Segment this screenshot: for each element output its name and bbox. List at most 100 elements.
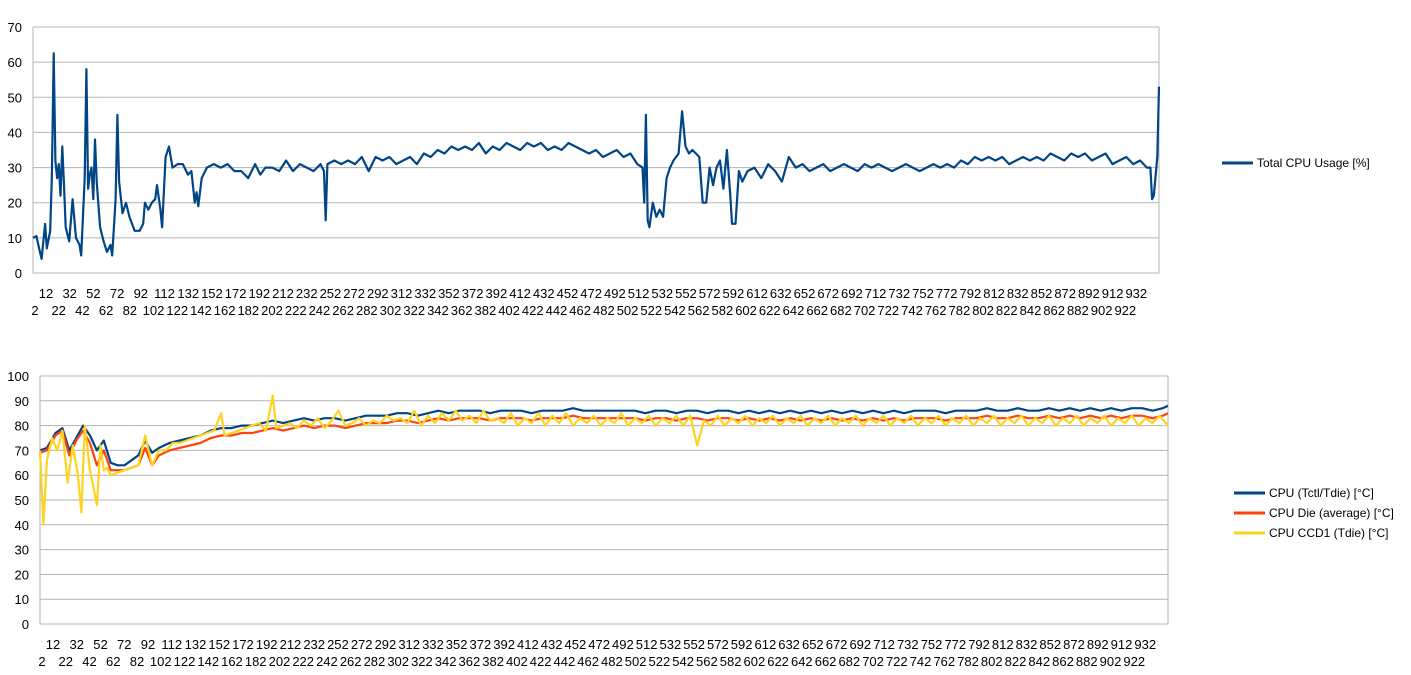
x-tick-label: 322: [411, 654, 433, 669]
x-tick-label: 362: [451, 303, 473, 318]
x-tick-label: 312: [398, 637, 420, 652]
y-tick-label: 100: [7, 369, 29, 384]
y-tick-label: 80: [15, 419, 29, 434]
x-tick-label: 492: [604, 286, 626, 301]
x-tick-label: 882: [1067, 303, 1089, 318]
x-tick-label: 442: [546, 303, 568, 318]
y-tick-label: 40: [15, 518, 29, 533]
x-tick-label: 292: [375, 637, 397, 652]
x-tick-label: 202: [269, 654, 291, 669]
x-tick-label: 682: [838, 654, 860, 669]
x-tick-label: 302: [380, 303, 402, 318]
x-tick-label: 702: [854, 303, 876, 318]
x-tick-label: 192: [256, 637, 278, 652]
x-tick-label: 242: [316, 654, 338, 669]
x-tick-label: 412: [509, 286, 531, 301]
x-tick-label: 212: [272, 286, 294, 301]
x-tick-label: 392: [493, 637, 515, 652]
x-tick-label: 472: [580, 286, 602, 301]
x-tick-label: 912: [1111, 637, 1133, 652]
x-tick-label: 452: [557, 286, 579, 301]
x-tick-label: 72: [117, 637, 131, 652]
x-tick-label: 112: [154, 286, 175, 301]
x-tick-label: 332: [414, 286, 436, 301]
x-tick-label: 272: [351, 637, 373, 652]
x-tick-label: 422: [530, 654, 552, 669]
x-tick-label: 652: [802, 637, 824, 652]
y-tick-label: 20: [15, 567, 29, 582]
x-tick-label: 662: [806, 303, 828, 318]
x-tick-label: 162: [214, 303, 236, 318]
x-tick-label: 912: [1102, 286, 1124, 301]
x-tick-label: 92: [134, 286, 148, 301]
x-tick-label: 202: [261, 303, 283, 318]
x-tick-label: 342: [435, 654, 457, 669]
y-tick-label: 50: [15, 493, 29, 508]
x-tick-label: 742: [901, 303, 923, 318]
x-tick-label: 932: [1125, 286, 1147, 301]
x-tick-label: 352: [438, 286, 460, 301]
x-tick-label: 332: [422, 637, 444, 652]
x-tick-label: 602: [735, 303, 757, 318]
x-tick-label: 52: [86, 286, 100, 301]
x-tick-label: 752: [921, 637, 943, 652]
x-tick-label: 522: [649, 654, 671, 669]
x-tick-label: 552: [683, 637, 705, 652]
x-tick-label: 812: [983, 286, 1005, 301]
x-tick-label: 462: [569, 303, 591, 318]
y-tick-label: 70: [15, 443, 29, 458]
series-line-2: [39, 412, 1169, 472]
legend-label: CPU CCD1 (Tdie) [°C]: [1269, 526, 1388, 540]
series-line-1: [39, 404, 1169, 467]
x-tick-label: 122: [174, 654, 196, 669]
x-tick-label: 352: [446, 637, 468, 652]
x-tick-label: 632: [770, 286, 792, 301]
x-tick-label: 592: [723, 286, 745, 301]
x-tick-label: 712: [865, 286, 887, 301]
y-tick-label: 30: [15, 543, 29, 558]
x-tick-label: 262: [332, 303, 354, 318]
x-tick-label: 372: [462, 286, 484, 301]
x-tick-label: 182: [245, 654, 267, 669]
x-tick-label: 842: [1020, 303, 1042, 318]
x-tick-label: 512: [636, 637, 658, 652]
x-tick-label: 602: [743, 654, 765, 669]
x-tick-label: 402: [498, 303, 520, 318]
x-tick-label: 132: [185, 637, 207, 652]
x-tick-label: 42: [75, 303, 89, 318]
x-tick-label: 262: [340, 654, 362, 669]
x-tick-label: 852: [1031, 286, 1053, 301]
x-tick-label: 412: [517, 637, 539, 652]
x-tick-label: 862: [1052, 654, 1074, 669]
x-tick-label: 322: [403, 303, 425, 318]
x-tick-label: 282: [356, 303, 378, 318]
series-line-1: [32, 52, 1161, 260]
x-tick-label: 542: [672, 654, 694, 669]
x-tick-label: 252: [320, 286, 342, 301]
x-tick-label: 142: [197, 654, 219, 669]
x-tick-label: 822: [996, 303, 1018, 318]
x-tick-label: 12: [46, 637, 60, 652]
x-tick-label: 612: [746, 286, 768, 301]
x-tick-label: 832: [1007, 286, 1029, 301]
x-tick-label: 82: [123, 303, 137, 318]
x-tick-label: 92: [141, 637, 155, 652]
x-tick-label: 782: [957, 654, 979, 669]
x-tick-label: 592: [731, 637, 753, 652]
x-tick-label: 882: [1076, 654, 1098, 669]
x-tick-label: 822: [1005, 654, 1027, 669]
x-tick-label: 562: [688, 303, 710, 318]
x-tick-label: 802: [972, 303, 994, 318]
x-tick-label: 22: [51, 303, 65, 318]
x-tick-label: 642: [791, 654, 813, 669]
x-tick-label: 552: [675, 286, 697, 301]
x-tick-label: 222: [285, 303, 307, 318]
x-tick-label: 542: [664, 303, 686, 318]
x-tick-label: 902: [1091, 303, 1113, 318]
x-tick-label: 842: [1028, 654, 1050, 669]
legend-label: CPU Die (average) [°C]: [1269, 506, 1394, 520]
x-tick-label: 732: [897, 637, 919, 652]
x-tick-label: 622: [767, 654, 789, 669]
x-tick-label: 142: [190, 303, 212, 318]
x-tick-label: 612: [754, 637, 776, 652]
